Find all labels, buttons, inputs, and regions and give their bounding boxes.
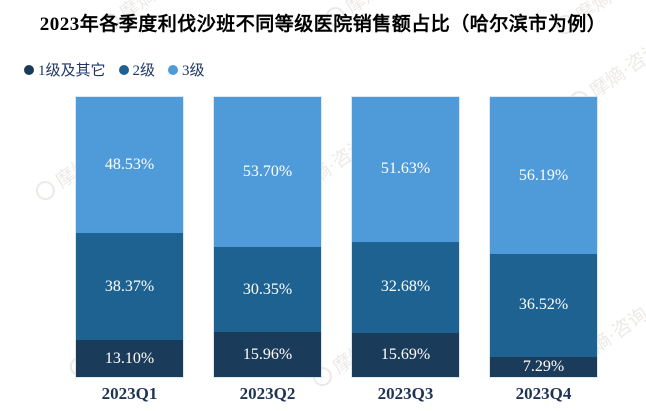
legend-label: 2级 [132, 63, 156, 79]
stacked-bar: 7.29% 36.52% 56.19% [489, 96, 598, 378]
bar-group-2023Q4: 7.29% 36.52% 56.19% [489, 96, 598, 378]
watermark-logo-icon [32, 177, 59, 204]
bar-segment-3级: 48.53% [76, 97, 183, 233]
bar-segment-2级: 32.68% [352, 241, 459, 334]
bar-value-label: 36.52% [518, 296, 569, 314]
x-axis-label: 2023Q1 [101, 384, 158, 403]
bar-segment-1级及其它: 15.96% [214, 332, 321, 377]
bar-value-label: 15.69% [380, 346, 431, 364]
bar-segment-3级: 51.63% [352, 97, 459, 242]
bar-value-label: 13.10% [104, 349, 155, 367]
x-axis-labels: 2023Q1 2023Q2 2023Q3 2023Q4 [76, 384, 597, 404]
x-axis-label: 2023Q4 [515, 384, 572, 403]
legend-item-3: 3级 [168, 59, 205, 80]
bar-segment-2级: 38.37% [76, 232, 183, 341]
stacked-bar: 15.69% 32.68% 51.63% [351, 96, 460, 378]
legend-dot-icon [24, 64, 34, 75]
bar-value-label: 7.29% [522, 357, 565, 375]
bar-value-label: 53.70% [242, 163, 293, 181]
bar-segment-1级及其它: 13.10% [76, 340, 183, 377]
legend-item-1: 1级及其它 [24, 59, 106, 80]
stacked-bar: 13.10% 38.37% 48.53% [75, 96, 184, 378]
bar-value-label: 48.53% [104, 155, 155, 173]
bar-group-2023Q1: 13.10% 38.37% 48.53% [75, 96, 184, 378]
bar-value-label: 38.37% [104, 277, 155, 295]
bar-segment-1级及其它: 7.29% [490, 356, 597, 377]
x-axis-label: 2023Q3 [377, 384, 434, 403]
bar-segment-3级: 53.70% [214, 97, 321, 248]
watermark-text: 摩熵·咨询 [586, 38, 646, 103]
plot-area: 13.10% 38.37% 48.53% 15.96% 30.35% 53.70% 15.6… [75, 96, 598, 378]
chart-title: 2023年各季度利伐沙班不同等级医院销售额占比（哈尔滨市为例） [39, 14, 607, 35]
bar-value-label: 15.96% [242, 345, 293, 363]
legend-dot-icon [118, 64, 129, 75]
legend-item-2: 2级 [118, 59, 156, 80]
bar-segment-2级: 30.35% [214, 247, 321, 333]
bar-segment-3级: 56.19% [490, 97, 597, 255]
legend: 1级及其它 2级 3级 [24, 59, 205, 80]
bar-value-label: 56.19% [518, 166, 569, 184]
legend-dot-icon [168, 64, 179, 75]
stacked-bar: 15.96% 30.35% 53.70% [213, 96, 322, 378]
legend-label: 1级及其它 [38, 63, 106, 79]
bar-value-label: 51.63% [380, 160, 431, 178]
bar-group-2023Q3: 15.69% 32.68% 51.63% [351, 96, 460, 378]
bar-value-label: 30.35% [242, 280, 293, 298]
legend-label: 3级 [182, 63, 205, 79]
bar-segment-1级及其它: 15.69% [352, 333, 459, 377]
bar-value-label: 32.68% [380, 278, 431, 296]
bar-group-2023Q2: 15.96% 30.35% 53.70% [213, 96, 322, 378]
bar-segment-2级: 36.52% [490, 254, 597, 357]
x-axis-label: 2023Q2 [239, 384, 296, 403]
